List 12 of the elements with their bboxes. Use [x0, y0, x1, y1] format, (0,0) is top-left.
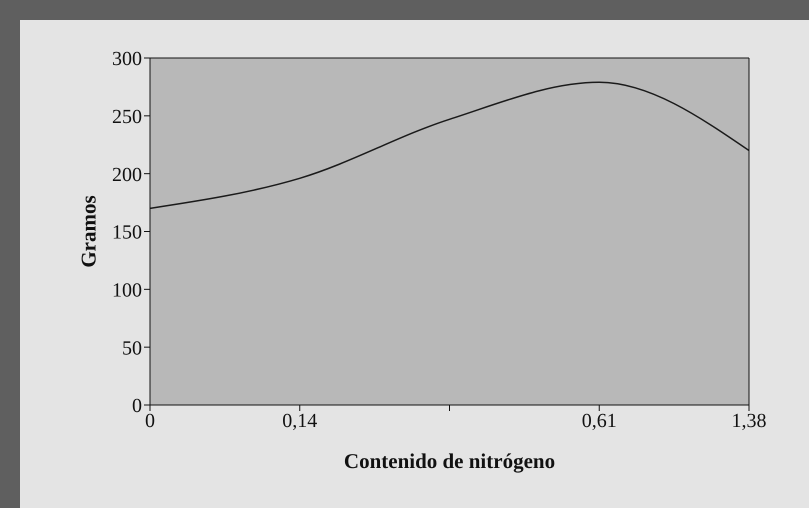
- x-tick-label: 1,38: [732, 410, 766, 432]
- y-tick-label: 250: [112, 106, 142, 128]
- x-axis-title: Contenido de nitrógeno: [344, 449, 556, 473]
- y-tick-label: 200: [112, 164, 142, 186]
- y-tick-label: 0: [132, 395, 142, 418]
- y-tick-label: 100: [112, 279, 142, 302]
- y-tick-label: 300: [112, 48, 142, 70]
- y-axis-title: Gramos: [76, 195, 100, 268]
- y-tick-label: 50: [122, 337, 142, 360]
- x-tick-label: 0,61: [582, 410, 617, 432]
- y-tick-label: 150: [112, 222, 142, 244]
- x-tick-label: 0,14: [282, 410, 318, 432]
